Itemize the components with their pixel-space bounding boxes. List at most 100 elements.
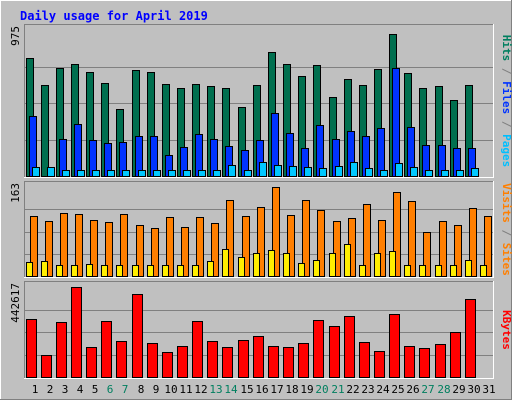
bar-visits-day-14 [226, 200, 234, 277]
x-tick-label-16: 16 [255, 383, 268, 396]
bar-visits-day-12 [196, 217, 204, 277]
bar-pages-day-7 [122, 170, 130, 177]
bar-sites-day-18 [283, 253, 290, 277]
bar-sites-day-12 [192, 265, 199, 277]
bar-sites-day-6 [101, 265, 108, 277]
x-tick-label-9: 9 [153, 383, 160, 396]
series-visits [30, 187, 492, 277]
x-tick-label-21: 21 [331, 383, 344, 396]
bar-files-day-25 [392, 68, 400, 177]
bar-visits-day-4 [75, 214, 83, 277]
panel-hits: 975 Hits / Files / Pages [9, 24, 512, 178]
bar-pages-day-24 [380, 170, 388, 177]
bar-visits-day-23 [363, 204, 371, 277]
bar-visits-day-2 [45, 221, 53, 277]
bar-kbytes-day-12 [192, 321, 203, 378]
bar-visits-day-15 [242, 216, 250, 277]
bar-pages-day-13 [213, 170, 221, 177]
x-tick-label-20: 20 [315, 383, 328, 396]
bar-pages-day-14 [228, 165, 236, 177]
bar-sites-day-14 [222, 249, 229, 277]
bar-kbytes-day-8 [132, 294, 143, 378]
bar-kbytes-day-13 [207, 341, 218, 378]
bar-sites-day-17 [268, 250, 275, 277]
bar-sites-day-2 [41, 261, 48, 277]
bar-pages-day-30 [471, 168, 479, 177]
x-tick-label-14: 14 [224, 383, 238, 396]
bar-visits-day-11 [181, 227, 189, 277]
panel-kbytes-legend: KBytes [500, 310, 512, 350]
bar-visits-day-10 [166, 217, 174, 277]
x-tick-label-27: 27 [421, 383, 434, 396]
x-tick-label-12: 12 [194, 383, 207, 396]
bar-kbytes-day-16 [253, 336, 264, 378]
series-sites [26, 244, 487, 277]
legend-label-0: Visits [500, 183, 512, 223]
legend-label-1: / [500, 223, 512, 243]
bar-pages-day-12 [198, 170, 206, 177]
bar-kbytes-day-7 [116, 341, 127, 378]
bar-pages-day-8 [138, 170, 146, 177]
bar-sites-day-10 [162, 265, 169, 277]
bar-kbytes-day-1 [26, 319, 37, 378]
bar-kbytes-day-11 [177, 346, 188, 378]
bar-sites-day-24 [374, 253, 381, 277]
bar-sites-day-7 [116, 265, 123, 277]
bar-pages-day-21 [335, 166, 343, 177]
bar-pages-day-22 [350, 162, 358, 177]
bar-kbytes-day-19 [298, 343, 309, 378]
legend-label-2: Sites [500, 243, 512, 276]
x-tick-label-13: 13 [209, 383, 222, 396]
bar-pages-day-17 [274, 165, 282, 177]
bar-kbytes-day-26 [404, 346, 415, 378]
x-tick-label-10: 10 [164, 383, 177, 396]
bar-sites-day-1 [26, 262, 33, 277]
bar-pages-day-29 [456, 170, 464, 177]
bar-kbytes-day-6 [101, 321, 112, 378]
bar-kbytes-day-30 [465, 299, 476, 378]
bar-visits-day-18 [287, 215, 295, 277]
x-tick-label-30: 30 [467, 383, 480, 396]
x-tick-label-26: 26 [406, 383, 419, 396]
bar-visits-day-24 [378, 220, 386, 277]
bar-kbytes-day-22 [344, 316, 355, 378]
bar-visits-day-19 [302, 200, 310, 277]
x-tick-label-24: 24 [376, 383, 390, 396]
x-tick-label-6: 6 [107, 383, 114, 396]
bar-visits-day-20 [317, 210, 325, 277]
bar-sites-day-29 [450, 265, 457, 277]
bar-sites-day-26 [404, 265, 411, 277]
chart-title: Daily usage for April 2019 [20, 9, 208, 23]
x-tick-label-17: 17 [270, 383, 283, 396]
bar-sites-day-31 [480, 265, 487, 277]
bar-visits-day-21 [333, 221, 341, 277]
bar-sites-day-16 [253, 253, 260, 277]
series-pages [32, 162, 479, 177]
bar-pages-day-28 [441, 170, 449, 177]
x-tick-label-31: 31 [482, 383, 495, 396]
bar-pages-day-5 [92, 170, 100, 177]
panel-visits: 163 Visits / Sites [9, 181, 512, 278]
bar-kbytes-day-9 [147, 343, 158, 378]
panel-visits-max-label: 163 [9, 183, 22, 203]
series-files [29, 68, 476, 177]
x-tick-label-19: 19 [300, 383, 313, 396]
bar-pages-day-25 [395, 163, 403, 177]
x-tick-label-5: 5 [92, 383, 99, 396]
bar-pages-day-18 [289, 166, 297, 177]
bar-visits-day-17 [272, 187, 280, 277]
bar-pages-day-27 [425, 170, 433, 177]
x-tick-label-8: 8 [138, 383, 145, 396]
bar-pages-day-2 [47, 167, 55, 177]
panel-hits-legend: Hits / Files / Pages [500, 35, 512, 168]
bar-sites-day-11 [177, 265, 184, 277]
bar-sites-day-27 [419, 265, 426, 277]
legend-label-0: KBytes [500, 310, 512, 350]
bar-kbytes-day-3 [56, 322, 67, 378]
bar-visits-day-13 [211, 223, 219, 277]
bar-pages-day-26 [410, 167, 418, 177]
x-tick-label-18: 18 [285, 383, 298, 396]
x-tick-label-22: 22 [346, 383, 359, 396]
bar-sites-day-8 [132, 265, 139, 277]
bar-kbytes-day-28 [435, 344, 446, 378]
